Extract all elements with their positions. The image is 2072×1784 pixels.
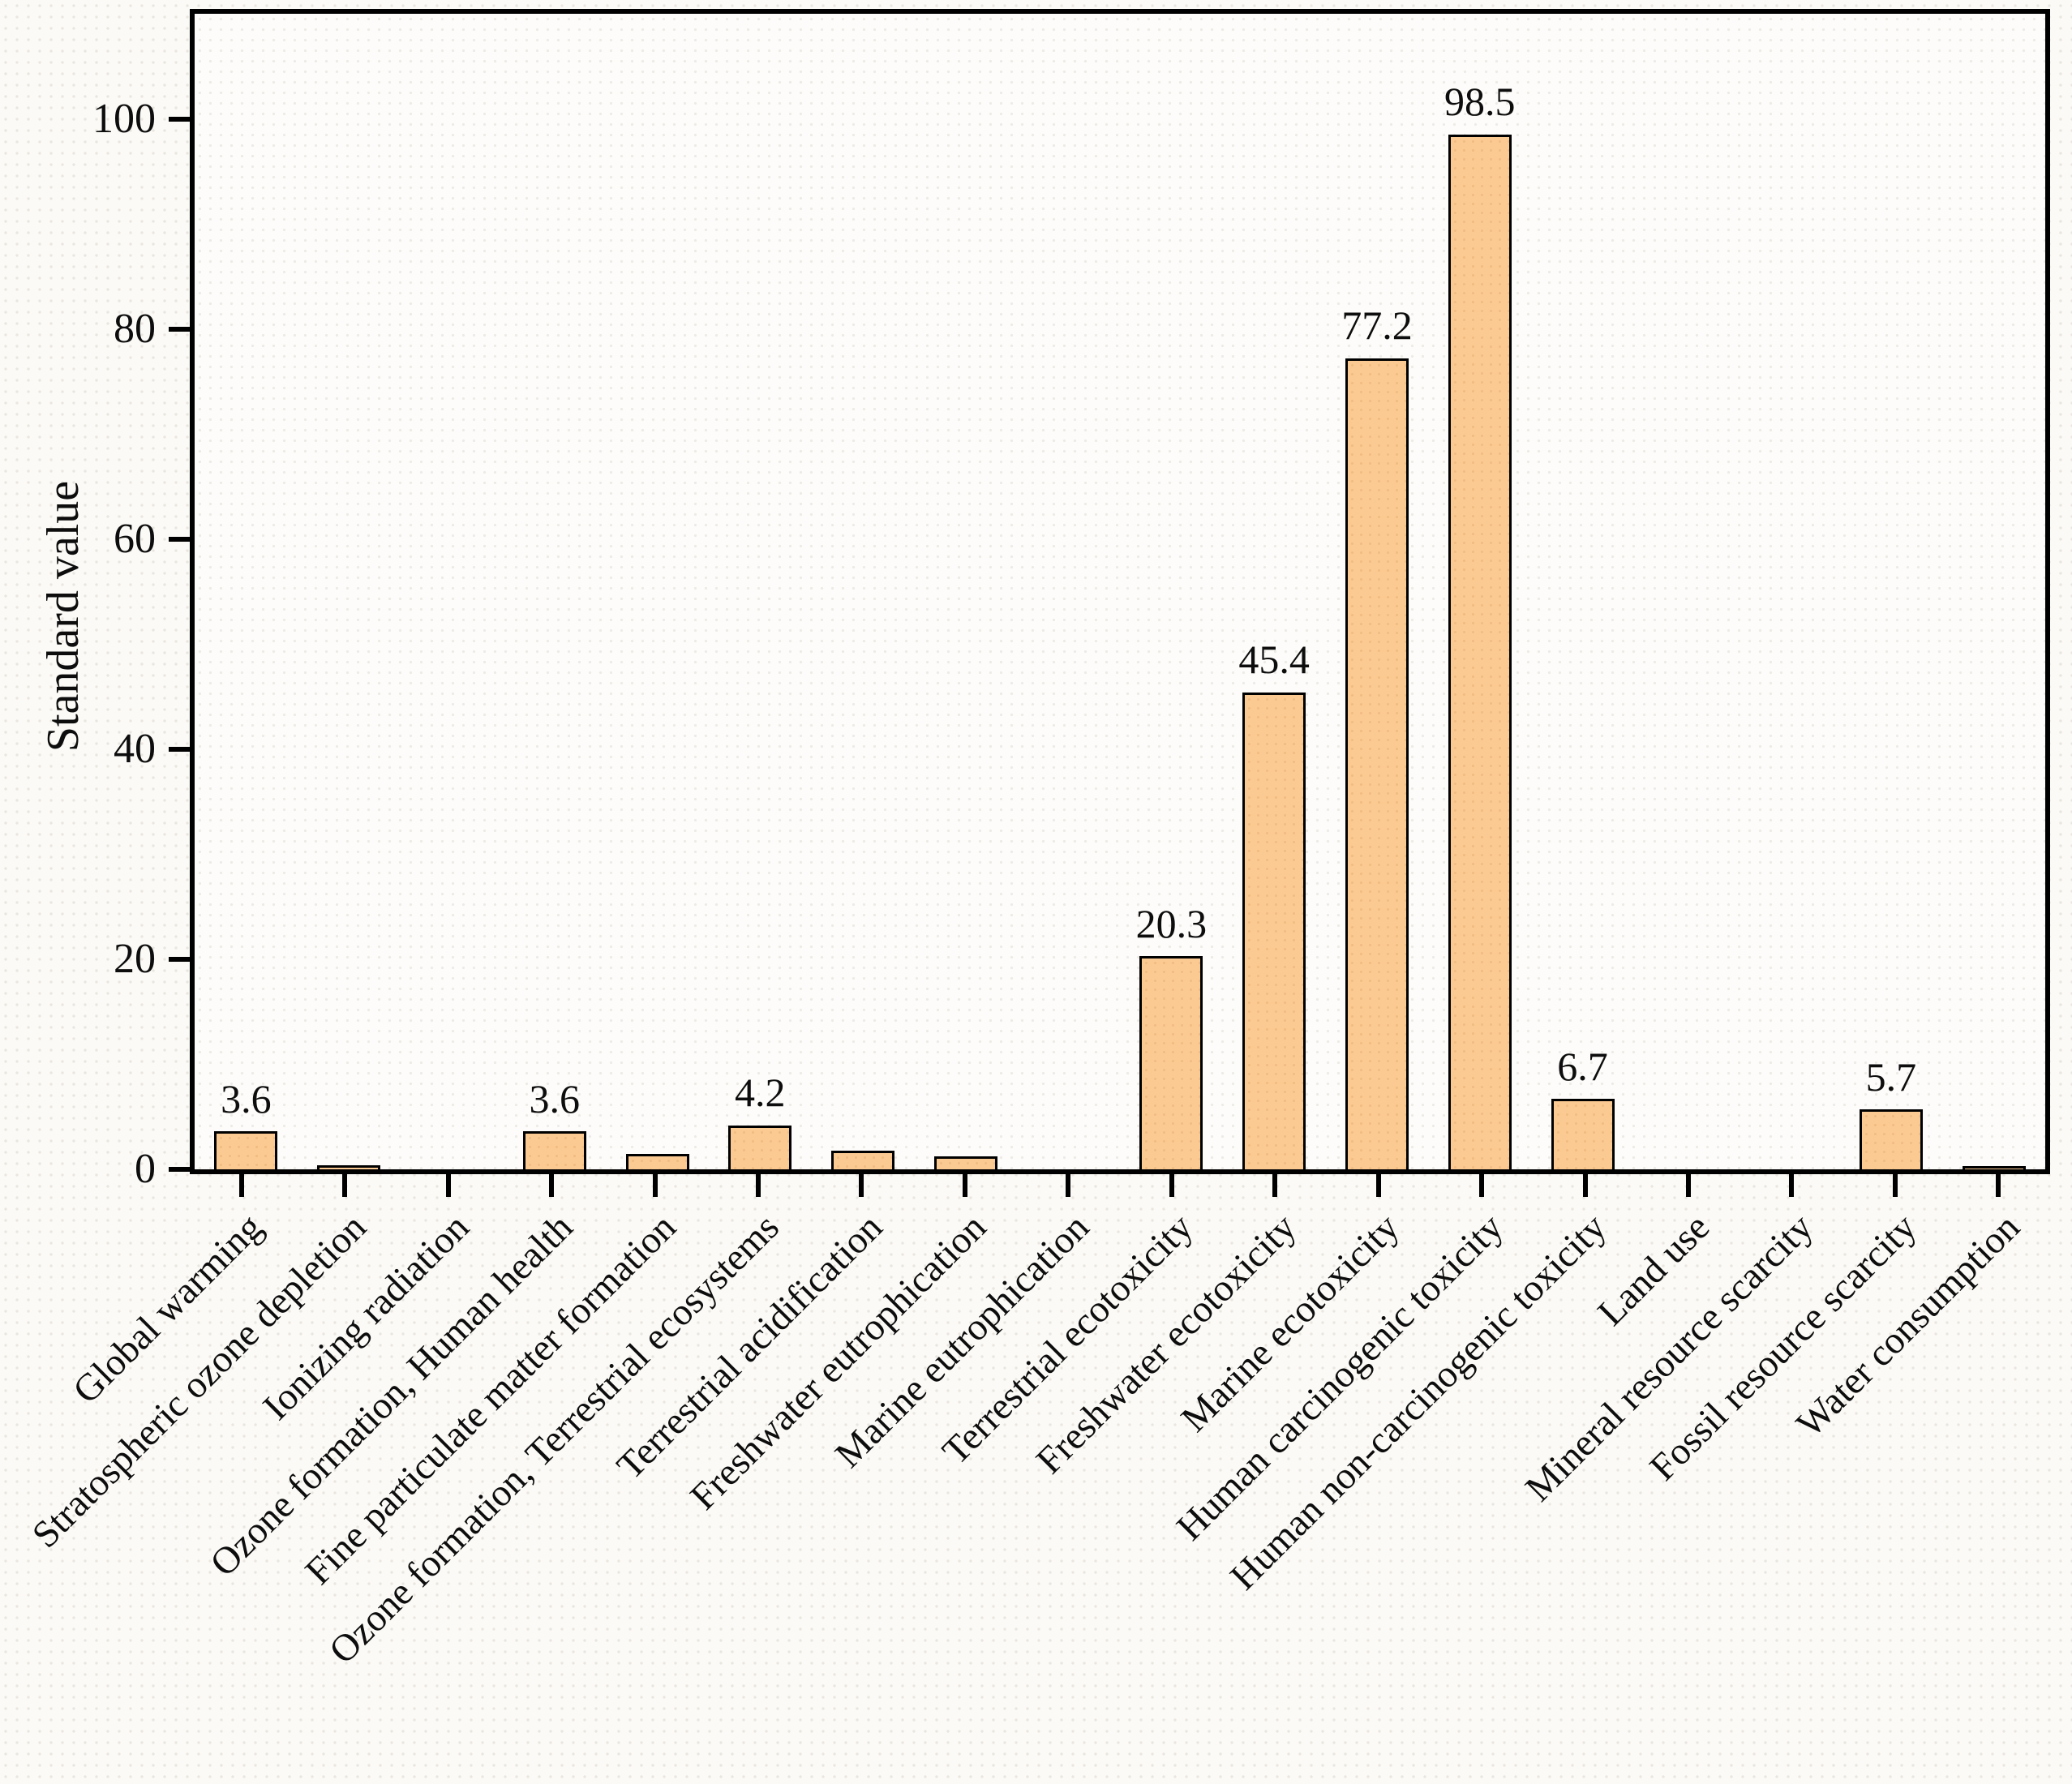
bar-value-label: 3.6 (221, 1075, 272, 1121)
y-tick-mark (169, 746, 190, 752)
y-tick-label: 20 (114, 935, 156, 982)
bar (214, 1131, 278, 1169)
bar (1139, 956, 1203, 1169)
x-tick-mark (755, 1174, 761, 1197)
x-tick-mark (962, 1174, 967, 1197)
y-axis-title: Standard value (38, 480, 88, 753)
x-tick-mark (1169, 1174, 1174, 1197)
x-tick-mark (859, 1174, 864, 1197)
x-tick-mark (1479, 1174, 1485, 1197)
bar-value-label: 3.6 (529, 1075, 580, 1121)
y-tick-mark (169, 956, 190, 962)
y-tick-mark (169, 536, 190, 542)
bar-value-label: 20.3 (1135, 900, 1208, 946)
bar-value-label: 98.5 (1444, 79, 1516, 125)
bar-value-label: 5.7 (1865, 1053, 1917, 1100)
x-tick-mark (1272, 1174, 1278, 1197)
y-tick-label: 0 (135, 1146, 156, 1192)
bar-value-label: 45.4 (1238, 637, 1310, 683)
bar (1242, 692, 1306, 1169)
bar (1962, 1166, 2026, 1169)
bar (1859, 1109, 1923, 1169)
bar (831, 1150, 895, 1169)
x-tick-mark (1892, 1174, 1898, 1197)
bar (728, 1125, 792, 1169)
bar (1448, 134, 1512, 1169)
x-tick-mark (1582, 1174, 1588, 1197)
x-tick-mark (549, 1174, 555, 1197)
x-tick-mark (342, 1174, 348, 1197)
x-tick-mark (1685, 1174, 1691, 1197)
x-tick-mark (1066, 1174, 1071, 1197)
y-tick-mark (169, 116, 190, 122)
bar (1345, 358, 1409, 1169)
plot-area: 0 20 40 60 80 100 3.6 3.6 4.2 20.3 45.4 77.2 98.5 6.… (92, 9, 2050, 1190)
bar (317, 1164, 381, 1169)
y-tick-label: 40 (114, 725, 156, 772)
x-ticks-layer (190, 1174, 2050, 1207)
x-tick-mark (652, 1174, 658, 1197)
x-tick-mark (238, 1174, 244, 1197)
bar (1551, 1099, 1615, 1169)
x-tick-mark (1375, 1174, 1381, 1197)
y-tick-mark (169, 1167, 190, 1172)
y-axis-layer: 0 20 40 60 80 100 (92, 14, 2045, 1190)
bar-value-label: 77.2 (1341, 302, 1413, 349)
bar-value-label: 6.7 (1557, 1043, 1608, 1089)
x-tick-mark (1996, 1174, 2001, 1197)
bar (933, 1156, 997, 1169)
y-tick-label: 100 (92, 95, 156, 142)
x-labels-layer: Global warming Stratospheric ozone deplet… (24, 1174, 2050, 1784)
bar (625, 1153, 689, 1169)
bar (522, 1131, 586, 1169)
bar-value-label: 4.2 (735, 1070, 786, 1116)
y-tick-label: 80 (114, 305, 156, 352)
y-tick-mark (169, 326, 190, 332)
y-tick-label: 60 (114, 515, 156, 562)
bars-layer: 3.6 3.6 4.2 20.3 45.4 77.2 98.5 6.7 5.7 (195, 14, 2045, 1169)
x-axis-label: Human non-carcinogenic toxicity (1222, 1206, 1615, 1598)
x-tick-mark (445, 1174, 451, 1197)
x-tick-mark (1789, 1174, 1795, 1197)
